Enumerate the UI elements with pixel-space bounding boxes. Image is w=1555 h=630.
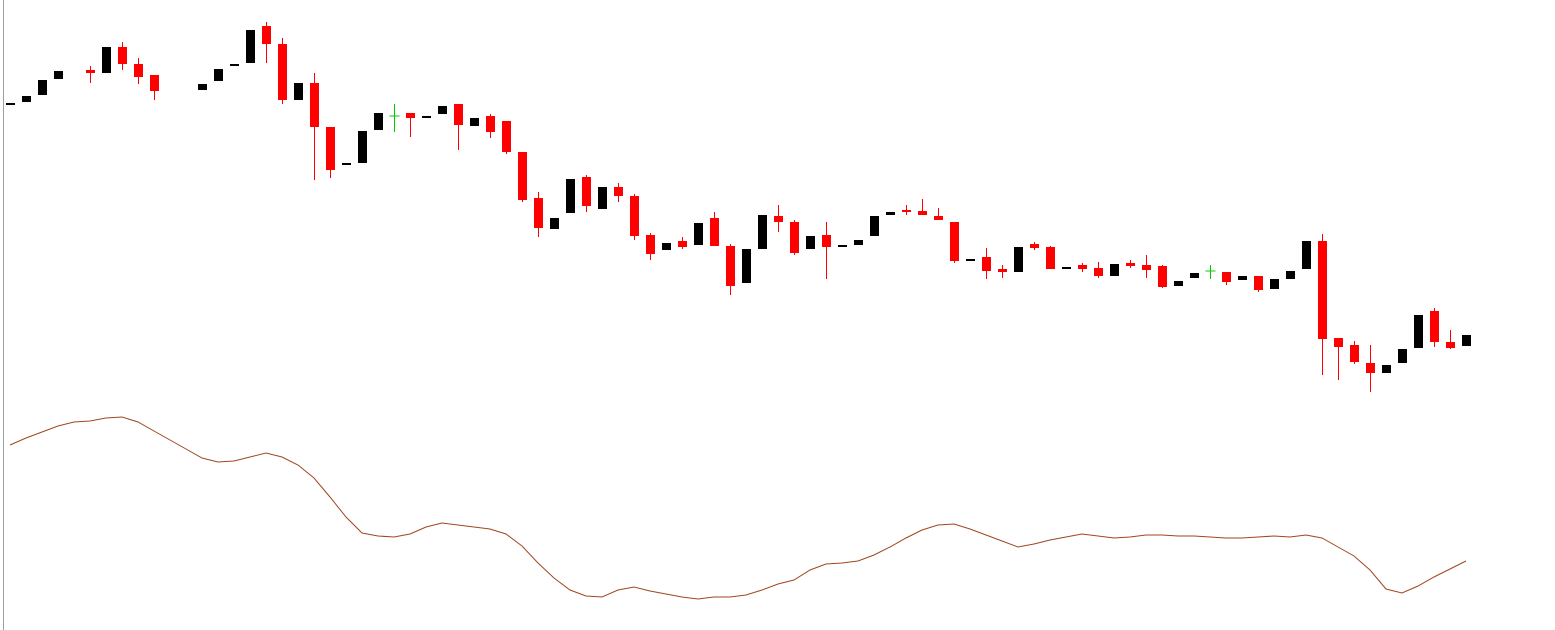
candle-body	[262, 26, 271, 44]
candle-body	[1382, 365, 1391, 373]
candle-body	[518, 152, 527, 200]
candle-body	[150, 75, 159, 91]
candle-body	[694, 223, 703, 245]
candle-body	[486, 116, 495, 132]
candle-body	[966, 259, 975, 261]
candle-body	[438, 106, 447, 114]
candle-body	[662, 243, 671, 250]
candle-body	[294, 83, 303, 100]
candle-body	[278, 44, 287, 100]
candle-body	[870, 216, 879, 236]
candle-body	[502, 121, 511, 152]
candle-body	[86, 70, 95, 73]
candle-body	[1270, 279, 1279, 289]
candle-body	[230, 64, 239, 66]
candle-body	[326, 127, 335, 170]
candle-body	[982, 257, 991, 271]
candle-body	[1398, 349, 1407, 363]
candle-body	[198, 84, 207, 90]
candle-body	[902, 210, 911, 212]
candle-body	[646, 235, 655, 254]
candle-body	[1430, 311, 1439, 342]
candle-body	[582, 177, 591, 206]
candle-body	[774, 216, 783, 222]
candle-body	[534, 198, 543, 228]
candle-body	[1318, 241, 1327, 339]
candle-body	[1174, 281, 1183, 286]
candle-body	[822, 235, 831, 247]
candle-body	[1286, 271, 1295, 279]
candle-body	[1030, 244, 1039, 248]
candle-body	[1254, 276, 1263, 290]
candle-body	[358, 131, 367, 163]
candle-body	[950, 222, 959, 261]
candle-body	[566, 179, 575, 213]
candle-body	[598, 187, 607, 209]
candle-body	[310, 83, 319, 127]
candle-body	[934, 216, 943, 220]
candle-body	[838, 245, 847, 247]
candle-body	[118, 47, 127, 64]
candle-body	[550, 218, 559, 229]
candle-body	[854, 240, 863, 245]
candle-body	[630, 196, 639, 236]
candle-body	[918, 211, 927, 215]
candle-body	[1014, 247, 1023, 272]
candle-body	[54, 71, 63, 79]
candle-body	[806, 236, 815, 249]
candle-body	[1062, 267, 1071, 269]
candle-body	[38, 80, 47, 95]
candle-body	[6, 103, 15, 105]
candle-body	[1334, 338, 1343, 347]
candle-body	[1078, 265, 1087, 269]
candle-body	[1350, 345, 1359, 362]
candle-body	[1366, 363, 1375, 373]
candle-body	[1414, 315, 1423, 348]
candle-body	[134, 64, 143, 77]
candle-body	[1462, 335, 1471, 346]
candle-body	[758, 215, 767, 249]
candle-body	[102, 47, 111, 73]
candle-body	[1158, 266, 1167, 287]
candle-body	[342, 163, 351, 165]
candle-body	[214, 69, 223, 81]
candle-body	[374, 113, 383, 130]
candle-body	[406, 113, 415, 118]
candle-body	[1238, 276, 1247, 280]
indicator-line	[9, 416, 1467, 600]
candle-body	[1094, 268, 1103, 276]
candle-body	[246, 30, 255, 63]
candle-body	[886, 212, 895, 215]
candle-body	[1222, 272, 1231, 282]
candle-body	[1302, 241, 1311, 269]
candle-body	[1110, 264, 1119, 276]
candle-body	[422, 116, 431, 118]
candle-body	[1190, 273, 1199, 278]
candle-body	[470, 118, 479, 126]
candle-body	[1446, 342, 1455, 348]
candle-body	[454, 104, 463, 125]
candle-body	[1046, 247, 1055, 269]
candle-body	[22, 96, 31, 102]
candle-body	[1142, 265, 1151, 270]
candle-body	[710, 218, 719, 246]
candle-body	[678, 241, 687, 247]
candle-body	[742, 249, 751, 283]
candle-body	[998, 269, 1007, 272]
candle-body	[726, 246, 735, 286]
candle-body	[614, 187, 623, 196]
candle-body	[1126, 263, 1135, 266]
candle-body	[790, 222, 799, 253]
